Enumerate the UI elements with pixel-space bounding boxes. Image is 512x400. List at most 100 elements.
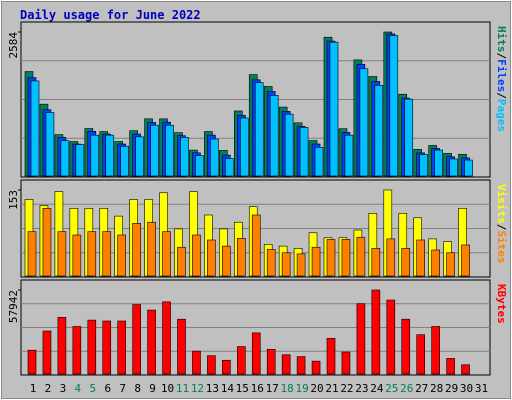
bar [269,95,279,177]
x-tick-label: 27 [415,382,428,395]
x-tick-label: 7 [119,382,126,395]
bar [162,231,171,277]
bar [284,113,294,177]
bar [27,231,37,277]
bar [165,124,174,177]
bar [464,159,473,177]
x-tick-label: 2 [45,382,52,395]
bar [461,364,470,375]
x-tick-label: 30 [460,382,473,395]
bar [299,127,309,177]
bar [359,68,369,177]
legend-entry: Files [495,59,508,92]
bar [386,238,396,277]
bar [416,334,426,375]
bar [431,249,440,277]
bar [87,319,97,375]
x-tick-label: 28 [430,382,443,395]
bar [102,320,112,375]
bar [341,351,351,375]
bar [446,252,455,277]
x-tick-label: 23 [355,382,368,395]
x-tick-label: 19 [295,382,308,395]
bar [42,330,52,375]
x-tick-label: 6 [104,382,111,395]
bar [72,234,82,277]
bar [296,356,306,375]
bar [177,246,186,277]
legend: Visits/Sites [495,184,508,264]
bar [207,239,216,277]
bar [30,80,40,177]
bar [27,349,37,375]
y-tick-label: 57942 [7,290,20,323]
bar [195,155,204,177]
bar [356,236,366,277]
bar [192,350,201,375]
bar [446,358,455,375]
x-tick-label: 11 [176,382,189,395]
bar [177,318,186,375]
bar [132,304,141,375]
bar [404,98,414,177]
x-tick-label: 12 [191,382,204,395]
x-tick-label: 25 [385,382,398,395]
x-tick-label: 18 [281,382,294,395]
bar [416,239,426,277]
x-tick-label: 31 [475,382,488,395]
bar [401,248,411,277]
bar [207,355,216,375]
x-tick-label: 21 [325,382,338,395]
bar [254,82,264,177]
legend-entry: KBytes [495,284,508,324]
bar [296,253,306,277]
x-tick-label: 22 [340,382,353,395]
bar [222,359,231,375]
legend: Hits/Files/Pages [495,26,508,132]
bar [60,140,70,177]
bar [434,149,443,177]
bar [266,348,276,375]
bar [117,320,126,375]
bar [45,112,55,177]
x-tick-label: 5 [89,382,96,395]
x-tick-label: 10 [161,382,174,395]
x-tick-label: 1 [30,382,37,395]
x-tick-label: 14 [221,382,235,395]
bar [132,223,141,277]
x-tick-label: 26 [400,382,413,395]
bar [329,41,339,177]
legend-entry: Visits [495,184,508,224]
x-tick-label: 17 [266,382,279,395]
x-tick-label: 15 [236,382,249,395]
bar [105,134,115,177]
legend-entry: Pages [495,99,508,132]
bar [210,138,219,177]
bar [57,317,67,375]
bar [311,246,321,277]
bar [431,326,440,375]
bar [147,309,156,375]
bar [57,231,67,277]
bar [449,158,458,177]
x-tick-label: 29 [445,382,458,395]
bar [240,117,249,177]
y-tick-label: 2584 [7,32,20,59]
bar [90,134,100,177]
bar [117,234,126,277]
x-tick-label: 8 [134,382,141,395]
bar [461,244,470,277]
legend-entry: Sites [495,230,508,263]
x-tick-label: 20 [310,382,323,395]
bar [374,85,384,177]
chart-title: Daily usage for June 2022 [20,8,201,22]
bar [72,326,82,375]
bar [150,124,159,177]
bar [326,338,336,375]
bar [162,301,171,375]
bar [356,303,366,375]
bar [371,289,381,375]
bar [237,346,246,375]
bar [386,299,396,375]
